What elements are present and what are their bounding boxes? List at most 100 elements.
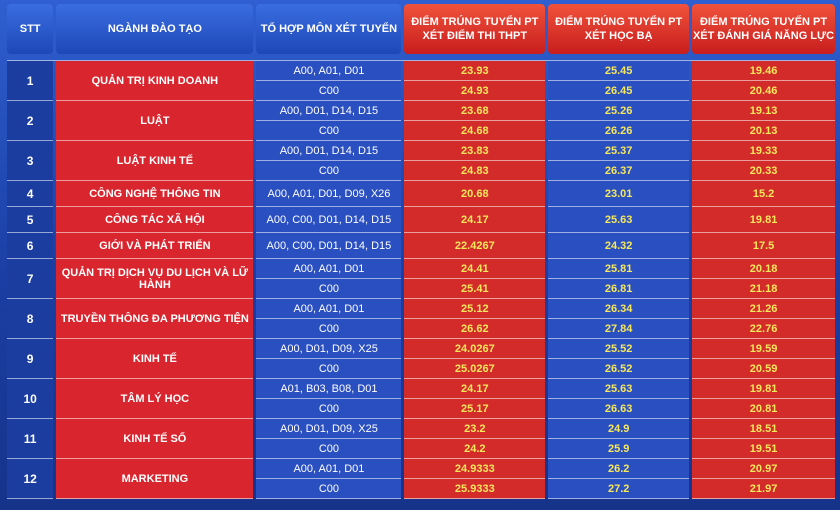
score-dgnl-cell: 20.81	[692, 399, 835, 419]
stt-cell: 2	[7, 101, 54, 141]
subject-combo-cell: A00, A01, D01	[256, 459, 402, 479]
score-dgnl-cell: 19.51	[692, 439, 835, 459]
score-hocba-cell: 26.2	[548, 459, 690, 479]
subject-combo-cell: A00, D01, D09, X25	[256, 419, 402, 439]
subject-combo-cell: A00, A01, D01, D09, X26	[256, 181, 402, 207]
stt-cell: 7	[7, 259, 54, 299]
score-thpt-cell: 24.17	[404, 207, 546, 233]
score-hocba-cell: 24.32	[548, 233, 690, 259]
table-row: 8 TRUYỀN THÔNG ĐA PHƯƠNG TIỆN A00, A01, D0…	[7, 299, 835, 339]
table-row: 3 LUẬT KINH TẾ A00, D01, D14, D15 23.83 25.3…	[7, 141, 835, 181]
score-dgnl-cell: 15.2	[692, 181, 835, 207]
table-row: C00 25.9333 27.2 21.97	[7, 479, 835, 499]
major-cell: TRUYỀN THÔNG ĐA PHƯƠNG TIỆN	[56, 299, 254, 339]
table-body: 1 QUẢN TRỊ KINH DOANH A00, A01, D01 23.93 25…	[7, 61, 835, 499]
table-row: C00 25.41 26.81 21.18	[7, 279, 835, 299]
header-thpt-line2: XÉT ĐIỂM THI THPT	[422, 30, 528, 42]
score-thpt-cell: 23.2	[404, 419, 546, 439]
subject-combo-cell: A00, D01, D09, X25	[256, 339, 402, 359]
score-hocba-cell: 25.9	[548, 439, 690, 459]
score-dgnl-cell: 21.18	[692, 279, 835, 299]
score-thpt-cell: 24.2	[404, 439, 546, 459]
subject-combo-cell: C00	[256, 359, 402, 379]
stt-cell: 11	[7, 419, 54, 459]
major-cell: GIỚI VÀ PHÁT TRIỂN	[56, 233, 254, 259]
score-dgnl-cell: 21.26	[692, 299, 835, 319]
table-row: 11 KINH TẾ SỐ A00, D01, D09, X25 23.2 24.9 18…	[7, 419, 835, 459]
major-cell: KINH TẾ SỐ	[56, 419, 254, 459]
major-cell: QUẢN TRỊ DỊCH VỤ DU LỊCH VÀ LỮ HÀNH	[56, 259, 254, 299]
score-dgnl-cell: 18.51	[692, 419, 835, 439]
score-thpt-cell: 24.17	[404, 379, 546, 399]
score-thpt-cell: 25.12	[404, 299, 546, 319]
table-row: C00 25.17 26.63 20.81	[7, 399, 835, 419]
table-row: 5 CÔNG TÁC XÃ HỘI A00, C00, D01, D14, D15 2…	[7, 207, 835, 233]
table-row: C00 25.0267 26.52 20.59	[7, 359, 835, 379]
major-cell: CÔNG TÁC XÃ HỘI	[56, 207, 254, 233]
score-dgnl-cell: 19.81	[692, 379, 835, 399]
stt-cell: 5	[7, 207, 54, 233]
table-row: 6 GIỚI VÀ PHÁT TRIỂN A00, C00, D01, D14, D…	[7, 233, 835, 259]
major-cell: KINH TẾ	[56, 339, 254, 379]
table-row: 12 MARKETING A00, A01, D01 24.9333 26.2 20.97	[7, 459, 835, 499]
stt-cell: 6	[7, 233, 54, 259]
subject-combo-cell: A00, A01, D01	[256, 299, 402, 319]
score-hocba-cell: 26.45	[548, 81, 690, 101]
header-hocba-line1: ĐIỂM TRÚNG TUYỂN PT	[555, 16, 683, 28]
score-dgnl-cell: 19.46	[692, 61, 835, 81]
score-thpt-cell: 24.0267	[404, 339, 546, 359]
subject-combo-cell: C00	[256, 399, 402, 419]
header-hocba: ĐIỂM TRÚNG TUYỂN PT XÉT HỌC BẠ	[548, 4, 690, 54]
score-hocba-cell: 26.52	[548, 359, 690, 379]
table-row: 10 TÂM LÝ HỌC A01, B03, B08, D01 24.17 25.63…	[7, 379, 835, 419]
score-thpt-cell: 25.0267	[404, 359, 546, 379]
subject-combo-cell: C00	[256, 439, 402, 459]
score-thpt-cell: 24.41	[404, 259, 546, 279]
score-dgnl-cell: 20.46	[692, 81, 835, 101]
stt-cell: 3	[7, 141, 54, 181]
table-row: 2 LUẬT A00, D01, D14, D15 23.68 25.26 19.13	[7, 101, 835, 141]
score-thpt-cell: 24.68	[404, 121, 546, 141]
score-dgnl-cell: 21.97	[692, 479, 835, 499]
score-hocba-cell: 25.81	[548, 259, 690, 279]
major-cell: CÔNG NGHỆ THÔNG TIN	[56, 181, 254, 207]
score-hocba-cell: 25.26	[548, 101, 690, 121]
score-thpt-cell: 26.62	[404, 319, 546, 339]
stt-cell: 1	[7, 61, 54, 101]
table-row: C00 24.93 26.45 20.46	[7, 81, 835, 101]
table-row: 9 KINH TẾ A00, D01, D09, X25 24.0267 25.52 19…	[7, 339, 835, 379]
major-cell: MARKETING	[56, 459, 254, 499]
score-thpt-cell: 25.17	[404, 399, 546, 419]
score-dgnl-cell: 20.33	[692, 161, 835, 181]
subject-combo-cell: A00, A01, D01	[256, 259, 402, 279]
subject-combo-cell: A00, D01, D14, D15	[256, 141, 402, 161]
table-row: 1 QUẢN TRỊ KINH DOANH A00, A01, D01 23.93 25…	[7, 61, 835, 101]
header-row: STT NGÀNH ĐÀO TẠO TỔ HỢP MÔN XÉT TUYỂN Đ…	[7, 4, 835, 54]
admission-score-table: STT NGÀNH ĐÀO TẠO TỔ HỢP MÔN XÉT TUYỂN Đ…	[4, 4, 838, 499]
header-dgnl-line1: ĐIỂM TRÚNG TUYỂN PT	[699, 16, 828, 28]
stt-cell: 4	[7, 181, 54, 207]
stt-cell: 9	[7, 339, 54, 379]
subject-combo-cell: A00, C00, D01, D14, D15	[256, 207, 402, 233]
score-hocba-cell: 26.37	[548, 161, 690, 181]
score-hocba-cell: 26.63	[548, 399, 690, 419]
score-dgnl-cell: 20.59	[692, 359, 835, 379]
subject-combo-cell: A01, B03, B08, D01	[256, 379, 402, 399]
table-row: C00 24.83 26.37 20.33	[7, 161, 835, 181]
subject-combo-cell: A00, C00, D01, D14, D15	[256, 233, 402, 259]
score-dgnl-cell: 20.13	[692, 121, 835, 141]
header-nganh: NGÀNH ĐÀO TẠO	[56, 4, 254, 54]
score-hocba-cell: 27.84	[548, 319, 690, 339]
score-hocba-cell: 25.37	[548, 141, 690, 161]
score-thpt-cell: 22.4267	[404, 233, 546, 259]
subject-combo-cell: C00	[256, 319, 402, 339]
table-row: C00 24.2 25.9 19.51	[7, 439, 835, 459]
table-row: C00 26.62 27.84 22.76	[7, 319, 835, 339]
table-row: 7 QUẢN TRỊ DỊCH VỤ DU LỊCH VÀ LỮ HÀNH A00,…	[7, 259, 835, 299]
stt-cell: 8	[7, 299, 54, 339]
header-thpt: ĐIỂM TRÚNG TUYỂN PT XÉT ĐIỂM THI THPT	[404, 4, 546, 54]
score-thpt-cell: 24.93	[404, 81, 546, 101]
score-dgnl-cell: 19.33	[692, 141, 835, 161]
table-row: 4 CÔNG NGHỆ THÔNG TIN A00, A01, D01, D09, …	[7, 181, 835, 207]
